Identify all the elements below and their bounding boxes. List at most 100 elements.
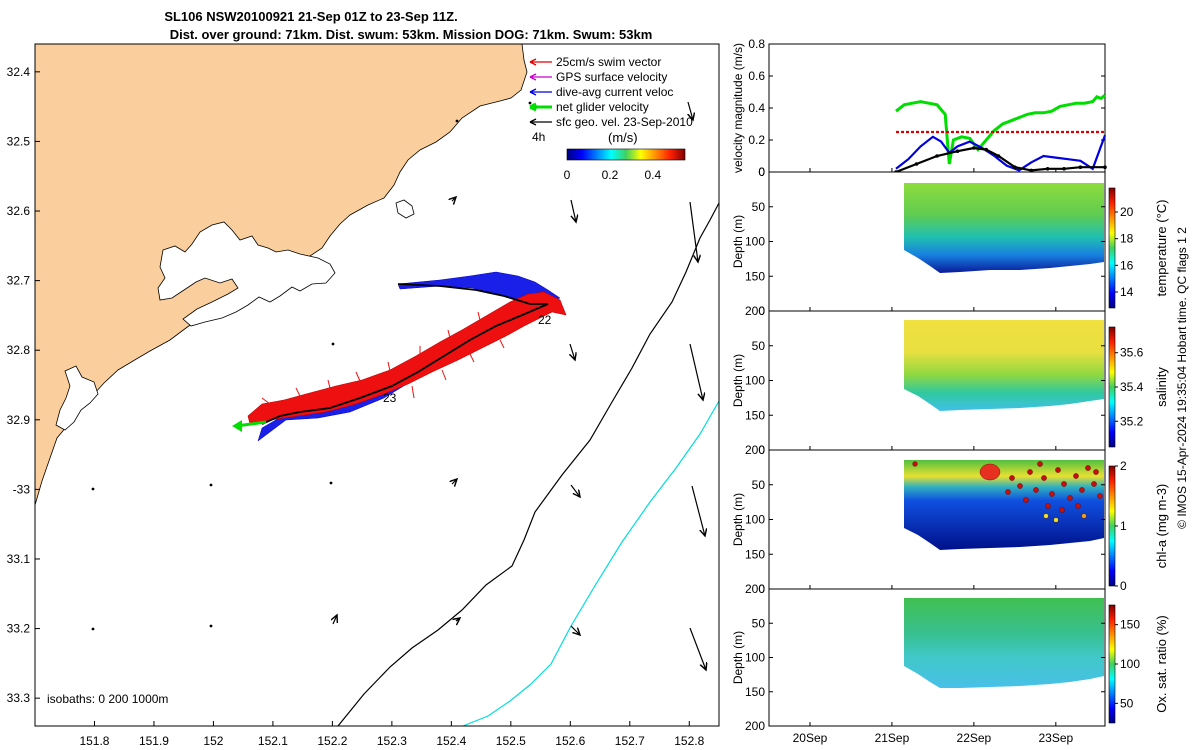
chla-red-spots [912,461,1103,523]
net-velocity-arrowhead [232,420,242,432]
sfc-geo-point [935,154,939,158]
map-y-tick-label: 33.3 [7,691,31,705]
depth-y-tick-label: 50 [752,339,766,353]
chla-field [904,460,1104,550]
salinity-colorbar [1108,326,1116,448]
chla-colorbar-tick-label: 1 [1120,519,1127,533]
map-x-tick-label: 152.5 [496,734,526,748]
map-x-tick-label: 151.9 [139,734,169,748]
map-x-tick-label: 152.4 [436,734,466,748]
oxygen-panel [768,588,1106,727]
oxygen-colorbar-label: Ox. sat. ratio (%) [1154,615,1169,713]
velocity-series-net-glider-velocity [895,94,1106,165]
glider-track [261,283,549,425]
map-x-tick-label: 152.8 [674,734,704,748]
sfc-geo-point [1045,167,1050,171]
chla-colorbar-tick-label: 0 [1120,579,1127,593]
map-y-tick-label: 32.8 [7,343,31,357]
sfc-geo-point [1062,167,1066,171]
depth-y-tick-label: 0 [758,304,765,318]
legend-arrowhead [529,58,537,66]
temperature-colorbar [1108,187,1116,309]
depth-y-tick-label: 150 [745,685,765,699]
depth-y-tick-label: 50 [752,478,766,492]
map-x-tick-label: 152.3 [377,734,407,748]
sfc-geo-point [1013,165,1017,169]
surface-current-arrows [333,101,706,670]
map-y-tick-label: 32.4 [7,65,31,79]
depth-ylabel: Depth (m) [731,354,745,407]
legend-arrowhead [529,73,537,81]
temperature-panel [768,171,1106,312]
track-label-23: 23 [383,391,397,405]
map-y-tick-label: -33 [13,482,31,496]
colorbar-title: (m/s) [608,130,638,145]
time-tick-label: 21Sep [875,731,910,745]
sfc-geo-point [996,154,1001,158]
velocity-series-dive-avg-current [895,134,1107,172]
small-current-dots [91,101,532,631]
map-x-tick-label: 152.2 [317,734,347,748]
map-frame [34,43,720,727]
map-y-tick-label: 32.5 [7,134,31,148]
temperature-colorbar-tick-label: 20 [1120,205,1134,219]
colorbar-tick-label: 0 [564,168,571,182]
legend-label: GPS surface velocity [556,70,667,84]
velocity-panel: 0 0.2 0.4 0.6 0.8 velocity magnitude (m/s) [731,37,1107,179]
depth-y-tick-label: 0 [758,582,765,596]
map-y-tick-label: 32.9 [7,413,31,427]
chla-colorbar-label: chl-a (mg m-3) [1154,484,1169,569]
velocity-y-tick-label: 0.6 [748,69,765,83]
map-x-tick-label: 152.7 [615,734,645,748]
salinity-colorbar-tick-label: 35.6 [1120,346,1144,360]
map-y-tick-label: 32.7 [7,274,31,288]
sfc-geo-point [1078,165,1083,169]
isobaths-label: isobaths: 0 200 1000m [47,692,168,706]
depth-y-tick-label: 200 [745,582,765,596]
depth-ylabel: Depth (m) [731,631,745,684]
sfc-geo-point [914,162,919,166]
velocity-y-tick-label: 0.2 [748,133,765,147]
map-lake-2 [55,365,99,431]
salinity-field [904,320,1104,411]
map-lake-3 [395,199,415,219]
depth-y-tick-label: 200 [745,304,765,318]
legend-arrowhead [529,102,537,112]
legend-label: dive-avg current veloc [556,85,673,99]
depth-y-tick-label: 0 [758,443,765,457]
swim-vector-band [247,291,567,425]
oxygen-colorbar-tick-label: 100 [1120,657,1140,671]
legend-arrowhead [529,88,537,96]
map-x-tick-label: 152 [203,734,223,748]
depth-y-tick-label: 200 [745,443,765,457]
salinity-panel [768,310,1106,451]
oxygen-colorbar-tick-label: 50 [1120,696,1134,710]
salinity-colorbar-tick-label: 35.4 [1120,380,1144,394]
map-lake-1 [157,221,336,327]
colorbar-tick-label: 0.2 [602,168,619,182]
time-tick-label: 20Sep [793,731,828,745]
depth-ylabel: Depth (m) [731,215,745,268]
temperature-colorbar-tick-label: 14 [1120,285,1134,299]
depth-y-tick-label: 0 [758,165,765,179]
velocity-y-tick-label: 0.4 [748,101,765,115]
legend-label: sfc geo. vel. 23-Sep-2010 [556,115,693,129]
track-label-22: 22 [538,313,552,327]
chla-panel [768,449,1106,590]
sfc-geo-point [955,149,960,153]
oxygen-field [904,598,1104,688]
depth-ylabel: Depth (m) [731,493,745,546]
chla-colorbar-tick-label: 2 [1120,459,1127,473]
legend-label: net glider velocity [556,100,649,114]
depth-y-tick-label: 200 [745,719,765,733]
chla-colorbar [1108,465,1116,587]
isobath-1000m [462,400,720,727]
temperature-colorbar-tick-label: 18 [1120,232,1134,246]
depth-y-tick-label: 100 [745,513,765,527]
map-x-tick-label: 152.6 [555,734,585,748]
depth-y-tick-label: 100 [745,374,765,388]
velocity-y-tick-label: 0 [758,165,765,179]
